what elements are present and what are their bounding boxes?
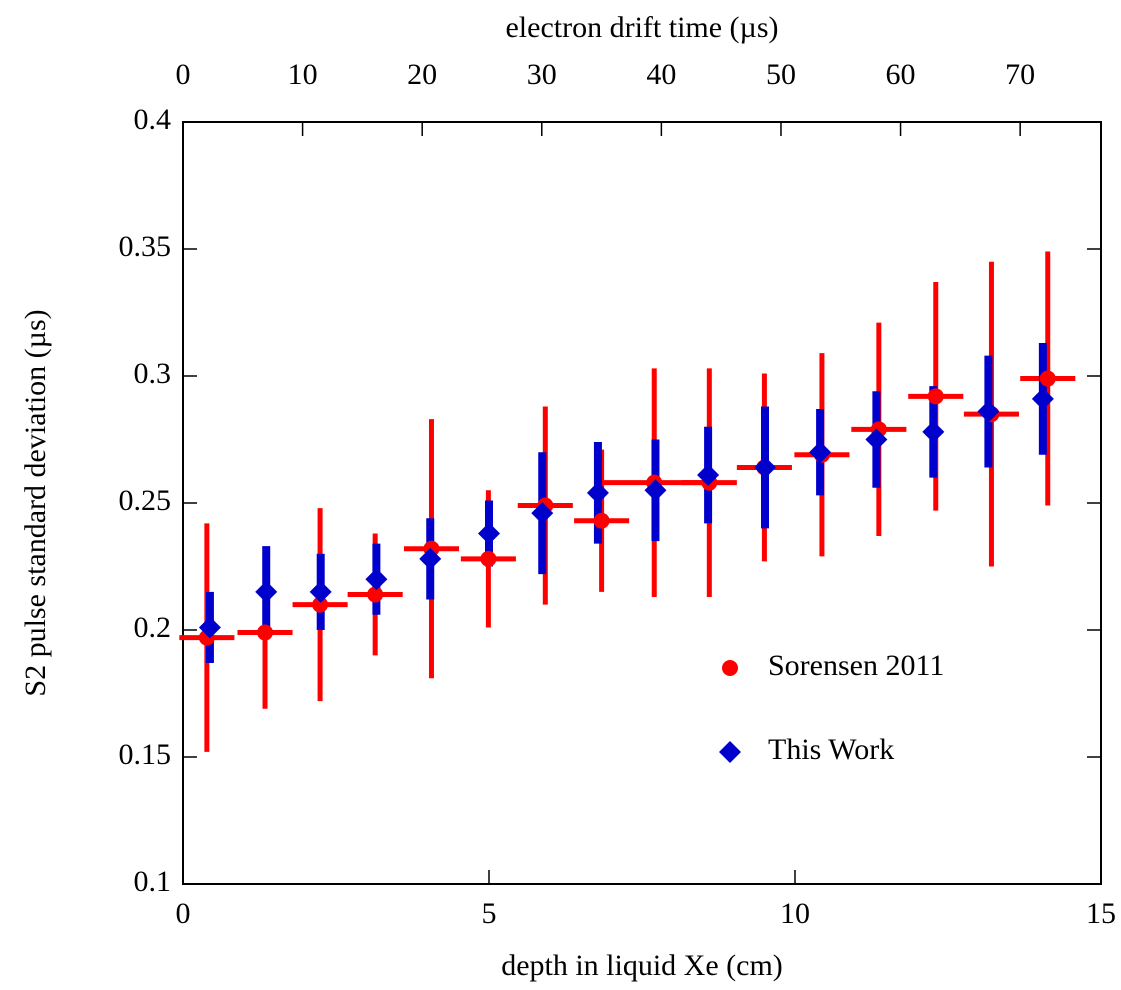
legend-label: This Work bbox=[768, 733, 894, 766]
y-tick-label: 0.4 bbox=[134, 103, 172, 136]
x2-tick-label: 50 bbox=[766, 58, 796, 91]
x-axis-label: depth in liquid Xe (cm) bbox=[501, 949, 783, 982]
legend-marker bbox=[719, 741, 741, 763]
point bbox=[644, 479, 667, 502]
point bbox=[977, 400, 1000, 423]
y-tick-label: 0.25 bbox=[119, 484, 172, 517]
point bbox=[309, 580, 332, 603]
point bbox=[365, 568, 388, 591]
x2-tick-label: 40 bbox=[646, 58, 676, 91]
point bbox=[478, 522, 500, 545]
point bbox=[198, 616, 221, 639]
plot-frame bbox=[182, 121, 1102, 885]
y-tick-label: 0.1 bbox=[134, 865, 172, 898]
x2-tick-label: 60 bbox=[886, 58, 916, 91]
point bbox=[312, 596, 329, 613]
point bbox=[927, 388, 944, 405]
point bbox=[865, 428, 888, 451]
point bbox=[922, 420, 945, 443]
x-tick-label: 0 bbox=[176, 897, 191, 930]
x2-tick-label: 10 bbox=[288, 58, 318, 91]
y-tick-label: 0.2 bbox=[134, 611, 172, 644]
point bbox=[367, 586, 384, 603]
x2-axis-label: electron drift time (µs) bbox=[505, 11, 778, 44]
point bbox=[1031, 387, 1054, 410]
y-axis-label: S2 pulse standard deviation (µs) bbox=[19, 309, 52, 696]
y-tick-label: 0.35 bbox=[119, 230, 172, 263]
point bbox=[593, 512, 610, 529]
point bbox=[697, 464, 720, 487]
point bbox=[809, 441, 832, 464]
point bbox=[586, 481, 609, 504]
point bbox=[257, 624, 274, 641]
y-tick-label: 0.15 bbox=[119, 738, 172, 771]
x2-tick-label: 20 bbox=[407, 58, 437, 91]
legend-label: Sorensen 2011 bbox=[768, 649, 944, 682]
x-tick-label: 10 bbox=[780, 897, 810, 930]
point bbox=[255, 580, 278, 603]
y-tick-label: 0.3 bbox=[134, 357, 172, 390]
point bbox=[754, 456, 777, 479]
legend-marker bbox=[722, 660, 738, 676]
point bbox=[531, 502, 554, 525]
x2-tick-label: 30 bbox=[527, 58, 557, 91]
x2-tick-label: 70 bbox=[1005, 58, 1035, 91]
point bbox=[480, 550, 497, 567]
x-tick-label: 15 bbox=[1086, 897, 1116, 930]
point bbox=[1039, 370, 1056, 387]
x-tick-label: 5 bbox=[482, 897, 497, 930]
point bbox=[419, 547, 442, 570]
x2-tick-label: 0 bbox=[176, 58, 191, 91]
